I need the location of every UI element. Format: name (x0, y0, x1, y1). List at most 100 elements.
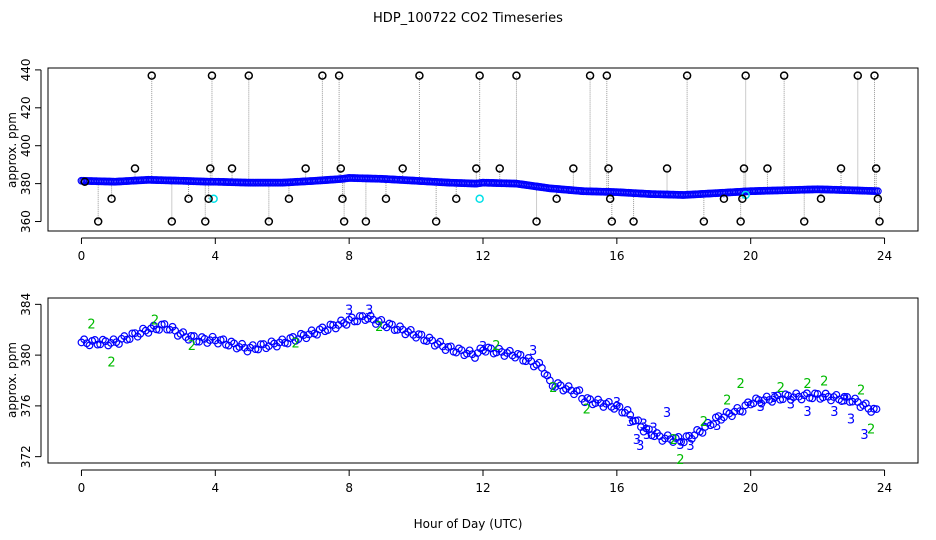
co2-point-digit-2: 2 (107, 355, 115, 370)
bottom-panel-plot-box (47, 297, 919, 464)
co2-point-black (80, 177, 90, 186)
co2-point-black (451, 194, 461, 204)
co2-point-digit-2: 2 (188, 339, 196, 354)
co2-point-blue (645, 425, 653, 434)
co2-point-digit-2: 2 (151, 314, 159, 329)
co2-point-digit-3: 3 (713, 419, 721, 434)
top-panel-data-marks (77, 71, 884, 226)
co2-point-digit-3: 3 (787, 397, 795, 412)
co2-point-digit-3: 3 (847, 413, 855, 428)
bottom-panel-x-axis: 0 4 8 12 16 20 24 (78, 469, 892, 495)
co2-point-black (585, 71, 595, 80)
co2-point-cyan (475, 194, 484, 204)
top-y-tick-label: 420 (19, 96, 33, 119)
co2-point-digit-3: 3 (803, 405, 811, 420)
top-y-tick-label: 380 (19, 172, 33, 195)
co2-point-digit-3: 3 (345, 303, 353, 318)
co2-point-blue (845, 398, 854, 406)
co2-point-blue (575, 386, 584, 395)
co2-point-black (682, 71, 692, 80)
co2-point-digit-2: 2 (737, 377, 745, 392)
co2-point-digit-3: 3 (663, 406, 671, 421)
co2-point-black (816, 194, 826, 204)
bottom-x-tick-label: 0 (78, 481, 86, 495)
co2-point-black (495, 164, 504, 173)
co2-point-digit-3: 3 (479, 340, 487, 355)
co2-point-black (699, 217, 709, 226)
co2-point-blue (634, 416, 643, 425)
co2-point-black (361, 217, 371, 226)
co2-point-digit-3: 3 (643, 428, 651, 443)
bottom-y-tick-label: 372 (19, 445, 33, 468)
co2-point-black (799, 217, 809, 226)
co2-point-black (336, 164, 346, 173)
co2-point-black (736, 217, 745, 226)
co2-point-digit-2: 2 (492, 339, 500, 354)
co2-point-blue (350, 317, 359, 326)
co2-point-digit-3: 3 (686, 439, 694, 454)
bottom-x-tick-label: 4 (211, 481, 219, 495)
top-x-tick-label: 24 (877, 249, 892, 263)
co2-point-digit-2: 2 (820, 375, 828, 390)
co2-point-blue (869, 404, 878, 413)
co2-point-black (870, 71, 879, 80)
co2-point-digit-2: 2 (87, 317, 95, 332)
figure-title: HDP_100722 CO2 Timeseries (373, 11, 563, 26)
co2-point-black (552, 194, 561, 204)
co2-point-black (301, 164, 310, 173)
co2-point-black (264, 217, 274, 226)
top-x-tick-label: 4 (211, 249, 219, 263)
co2-point-blue (840, 392, 849, 401)
co2-point-black (875, 217, 884, 226)
top-x-tick-label: 8 (345, 249, 353, 263)
co2-point-digit-2: 2 (803, 377, 811, 392)
co2-point-black (167, 217, 177, 226)
co2-point-digit-2: 2 (375, 320, 383, 335)
co2-point-black (201, 217, 210, 226)
co2-point-black (871, 164, 881, 173)
co2-point-black (227, 164, 237, 173)
co2-point-digit-3: 3 (770, 391, 778, 406)
co2-point-black (738, 194, 747, 204)
co2-point-digit-3: 3 (626, 415, 634, 430)
co2-point-digit-2: 2 (777, 381, 785, 396)
co2-point-blue (873, 187, 882, 196)
co2-point-black (532, 217, 541, 226)
co2-point-digit-3: 3 (860, 428, 868, 443)
co2-point-digit-2: 2 (676, 453, 684, 468)
bottom-x-tick-label: 16 (609, 481, 624, 495)
co2-point-digit-2: 2 (583, 402, 591, 417)
co2-point-digit-2: 2 (723, 394, 731, 409)
bottom-x-tick-label: 8 (345, 481, 353, 495)
co2-point-digit-3: 3 (613, 396, 621, 411)
top-x-tick-label: 16 (609, 249, 624, 263)
co2-point-black (836, 164, 846, 173)
top-y-tick-label: 440 (19, 58, 33, 81)
co2-point-blue (626, 410, 635, 419)
co2-point-black (779, 71, 789, 80)
co2-point-black (93, 217, 103, 226)
co2-point-cyan (209, 194, 218, 204)
co2-point-digit-3: 3 (639, 418, 647, 433)
co2-point-black (739, 164, 749, 173)
co2-point-digit-3: 3 (840, 394, 848, 409)
co2-point-black (602, 71, 612, 80)
co2-point-digit-3: 3 (365, 303, 373, 318)
co2-point-blue (414, 330, 423, 339)
co2-point-black (284, 194, 294, 204)
top-panel-ylabel: approx. ppm (5, 112, 19, 188)
co2-point-black (415, 71, 424, 80)
co2-point-black (873, 194, 883, 204)
co2-point-black (206, 164, 215, 173)
co2-point-black (184, 194, 193, 204)
co2-point-digit-2: 2 (700, 415, 708, 430)
co2-point-digit-2: 2 (670, 433, 678, 448)
top-x-tick-label: 0 (78, 249, 86, 263)
co2-point-digit-3: 3 (529, 344, 537, 359)
bottom-panel-y-axis: 372 376 380 384 (19, 293, 42, 468)
bottom-y-tick-label: 380 (19, 344, 33, 367)
co2-point-black (475, 71, 484, 80)
